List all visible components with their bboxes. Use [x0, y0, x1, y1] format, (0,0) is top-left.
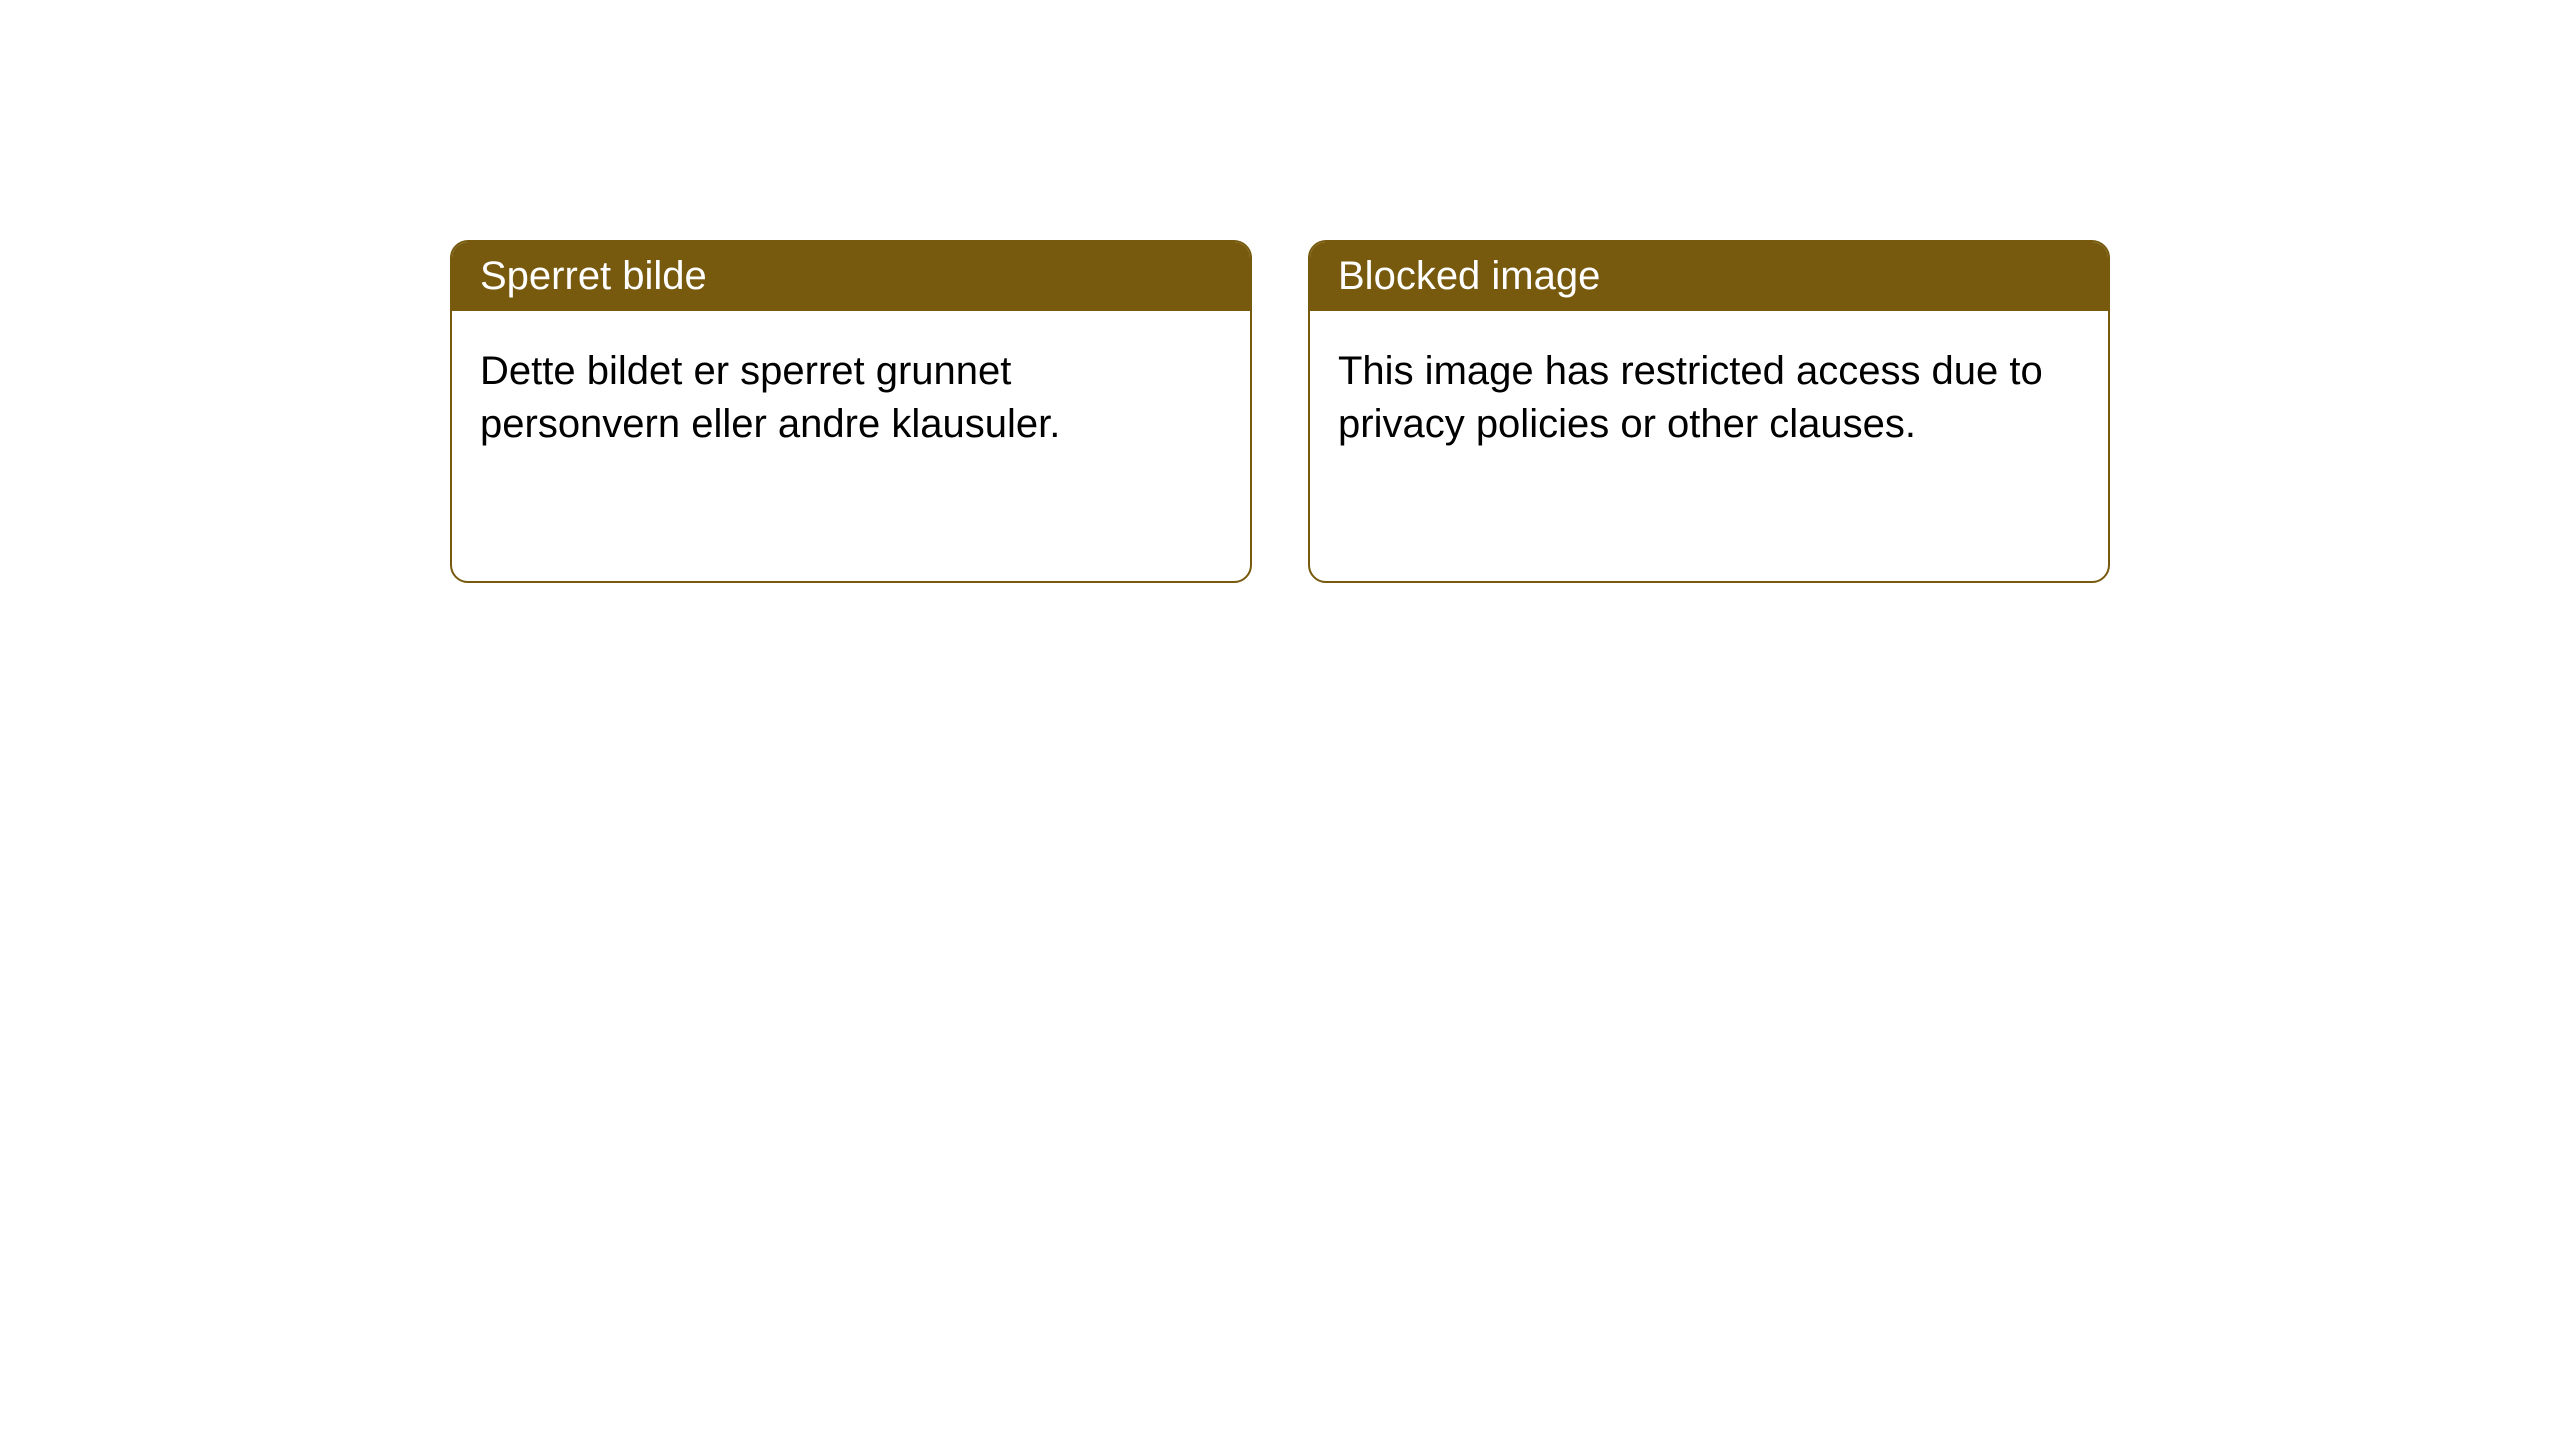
notice-card-en: Blocked image This image has restricted … — [1308, 240, 2110, 583]
notice-container: Sperret bilde Dette bildet er sperret gr… — [0, 0, 2560, 823]
notice-card-title: Sperret bilde — [452, 242, 1250, 311]
notice-card-body: Dette bildet er sperret grunnet personve… — [452, 311, 1250, 581]
notice-card-title: Blocked image — [1310, 242, 2108, 311]
notice-card-body: This image has restricted access due to … — [1310, 311, 2108, 581]
notice-card-no: Sperret bilde Dette bildet er sperret gr… — [450, 240, 1252, 583]
